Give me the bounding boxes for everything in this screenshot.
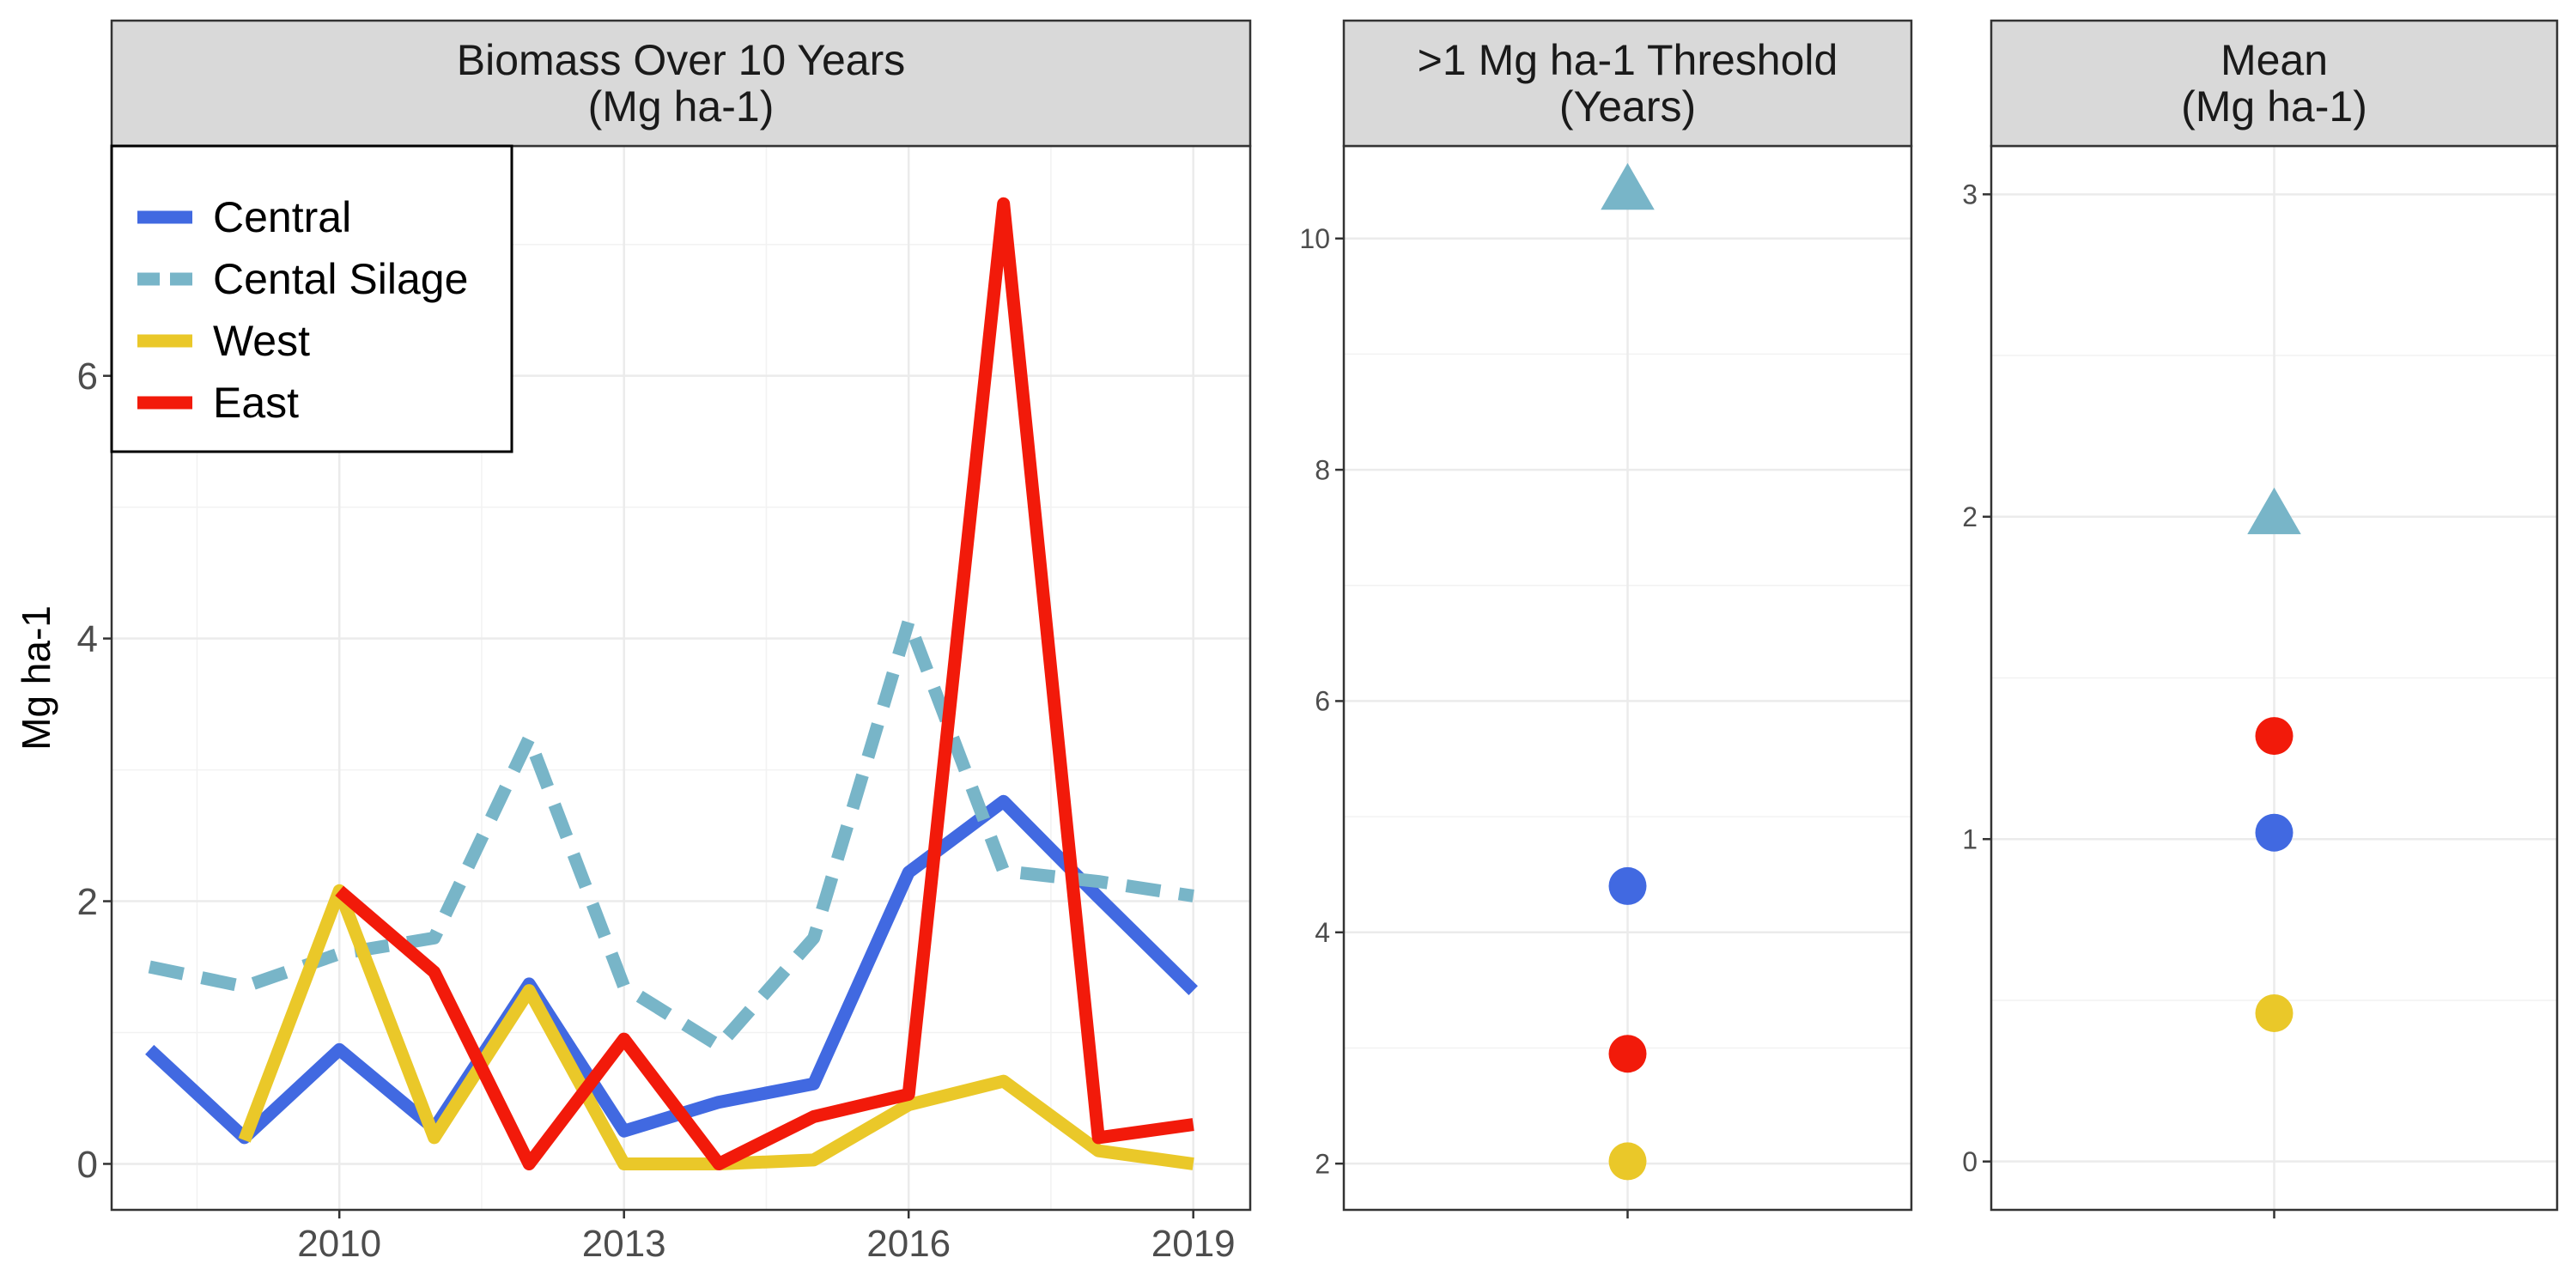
legend-label-central: Central [213,193,351,241]
panel-2-y-tick-label: 6 [1315,686,1330,717]
panel-1-y-tick-label: 2 [77,881,98,923]
panel-3-point-cental-silage [2247,487,2301,535]
series-line-central [145,794,1198,1145]
panel-2-title-line: >1 Mg ha-1 Threshold [1418,36,1838,84]
panel-3-title-line: (Mg ha-1) [2181,82,2367,131]
y-axis-title: Mg ha-1 [14,605,58,750]
panel-2-point-east [1608,1035,1647,1073]
panel-2-point-central [1608,866,1647,905]
panel-3-y-tick-label: 0 [1962,1146,1978,1177]
panel-3-y-tick-label: 2 [1962,501,1978,532]
legend-label-cental-silage: Cental Silage [213,255,468,303]
panel-1-y-tick-label: 6 [77,355,98,398]
panel-3-y-tick-label: 1 [1962,823,1978,854]
panel-2-point-west [1608,1142,1647,1181]
panel-1-x-tick-label: 2016 [866,1223,951,1265]
panel-3-point-central [2255,813,2293,852]
panel-1-y-tick-label: 4 [77,618,98,660]
panel-2-strip [1342,19,1913,148]
panel-3-point-east [2255,717,2293,756]
panel-2-point-cental-silage [1601,162,1655,210]
series-line-east [335,197,1194,1170]
panel-3-point-west [2255,993,2293,1032]
panel-2-y-tick-label: 4 [1315,917,1330,948]
panel-2-title-line: (Years) [1559,82,1696,131]
series-line-cental-silage [148,615,1194,1053]
panel-3-title-line: Mean [2221,36,2328,84]
panel-1-title-line: Biomass Over 10 Years [457,36,906,84]
panel-1-x-tick-label: 2019 [1151,1223,1236,1265]
panel-1-strip [110,19,1252,148]
legend-label-east: East [213,379,299,427]
panel-3-y-tick-label: 3 [1962,179,1978,210]
panel-1-title-line: (Mg ha-1) [588,82,775,131]
panel-1-x-tick-label: 2010 [297,1223,381,1265]
legend-label-west: West [213,317,310,365]
panel-2-y-tick-label: 2 [1315,1148,1330,1179]
panel-3-strip [1990,19,2559,148]
panel-2-y-tick-label: 8 [1315,454,1330,485]
panel-2-y-tick-label: 10 [1299,223,1330,254]
panel-1-y-tick-label: 0 [77,1144,98,1186]
panel-1-x-tick-label: 2013 [582,1223,666,1265]
